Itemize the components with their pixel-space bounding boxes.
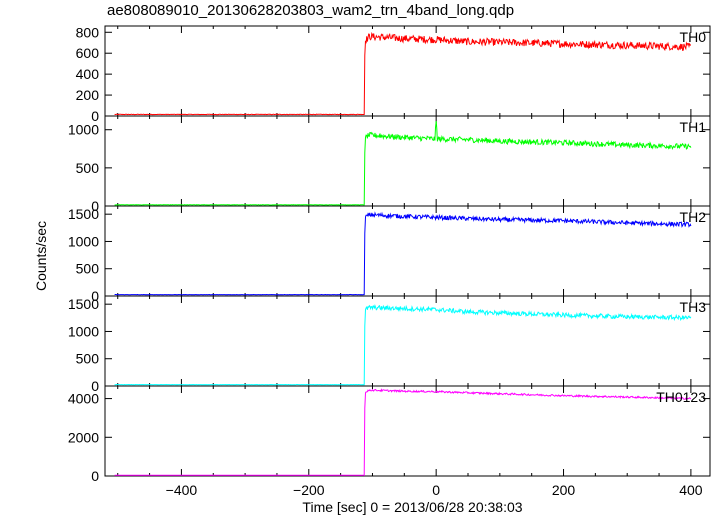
- y-tick-label-th3: 500: [76, 351, 100, 367]
- y-tick-label-th1: 500: [76, 160, 100, 176]
- y-tick-label-th1: 1000: [68, 122, 99, 138]
- y-tick-label-th0: 0: [91, 108, 99, 124]
- y-tick-label-th3: 1000: [68, 323, 99, 339]
- y-axis-title: Counts/sec: [33, 221, 49, 291]
- panel-label-th0123: TH0123: [656, 389, 706, 405]
- y-tick-label-th2: 500: [76, 261, 100, 277]
- y-tick-label-th2: 0: [91, 288, 99, 304]
- panel-frame-th0123: [104, 385, 711, 477]
- y-tick-label-th0: 400: [76, 66, 100, 82]
- y-tick-label-th2: 1000: [68, 233, 99, 249]
- series-line-th3: [114, 303, 692, 386]
- x-tick-label: 400: [679, 482, 703, 498]
- y-tick-label-th0: 800: [76, 24, 100, 40]
- x-tick-label: 0: [432, 482, 440, 498]
- series-line-th0123: [114, 388, 692, 476]
- y-tick-label-th3: 1500: [68, 296, 99, 312]
- series-line-th1: [114, 120, 692, 206]
- y-tick-label-th0123: 2000: [68, 429, 99, 445]
- panel-label-th3: TH3: [680, 299, 707, 315]
- series-line-th2: [114, 211, 692, 296]
- y-tick-label-th0123: 4000: [68, 391, 99, 407]
- panel-label-th2: TH2: [680, 209, 707, 225]
- series-line-th0: [114, 32, 692, 116]
- x-tick-label: −400: [166, 482, 198, 498]
- y-tick-label-th0: 600: [76, 45, 100, 61]
- y-tick-label-th0123: 0: [91, 468, 99, 484]
- y-tick-label-th0: 200: [76, 87, 100, 103]
- y-tick-label-th3: 0: [91, 378, 99, 394]
- y-tick-label-th1: 0: [91, 198, 99, 214]
- panel-frame-th2: [104, 205, 711, 297]
- x-axis-title: Time [sec] 0 = 2013/06/28 20:38:03: [302, 499, 522, 515]
- chart-title: ae808089010_20130628203803_wam2_trn_4ban…: [107, 2, 515, 19]
- x-tick-label: 200: [552, 482, 576, 498]
- x-tick-label: −200: [293, 482, 325, 498]
- panel-frame-th1: [104, 115, 711, 207]
- y-tick-label-th2: 1500: [68, 206, 99, 222]
- panel-label-th1: TH1: [680, 119, 707, 135]
- panel-label-th0: TH0: [680, 29, 707, 45]
